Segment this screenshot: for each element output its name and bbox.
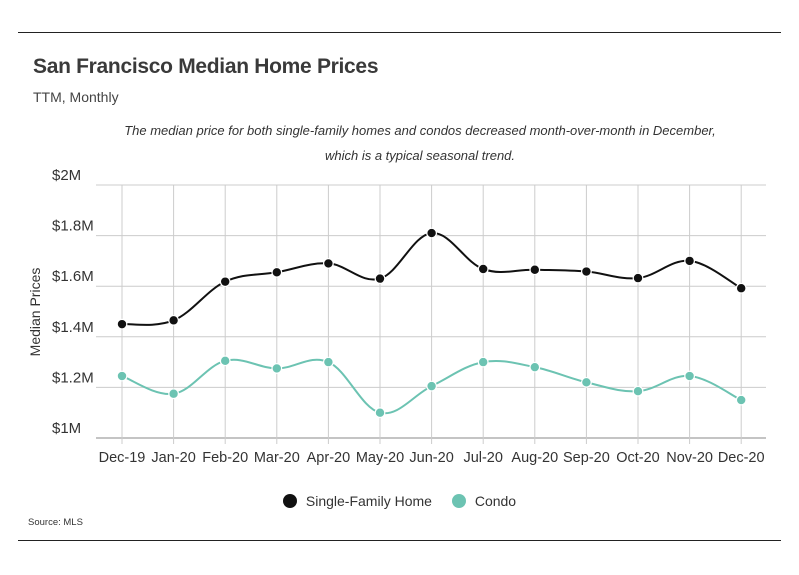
data-point-condo	[219, 355, 231, 367]
data-point-condo	[632, 385, 644, 397]
data-point-condo	[374, 407, 386, 419]
source-note: Source: MLS	[28, 517, 83, 528]
x-tick-label: Jul-20	[463, 450, 503, 466]
x-tick-label: Mar-20	[254, 450, 300, 466]
legend-label-condo: Condo	[474, 493, 517, 509]
data-point-condo	[684, 370, 695, 382]
y-tick-label: $1M	[52, 420, 81, 437]
data-point-single-family	[477, 263, 489, 275]
x-tick-label: Jun-20	[409, 450, 453, 466]
y-tick-label: $1.6M	[52, 268, 94, 285]
axes: $1M $1.2M $1.4M $1.6M $1.8M $2M Dec-19 Jan-20 Fe…	[52, 167, 765, 466]
x-tick-label: Apr-20	[307, 450, 351, 466]
data-point-single-family	[374, 273, 386, 285]
chart-subtitle: TTM, Monthly	[33, 89, 119, 105]
data-point-condo	[116, 370, 128, 382]
x-tick-label: Dec-19	[99, 450, 146, 466]
data-point-single-family	[219, 276, 231, 288]
y-tick-label: $1.8M	[52, 218, 94, 235]
y-axis-label: Median Prices	[27, 268, 43, 357]
y-tick-label: $1.2M	[52, 369, 94, 386]
data-point-single-family	[426, 227, 438, 239]
data-point-single-family	[684, 255, 695, 267]
x-tick-label: Jan-20	[151, 450, 195, 466]
y-tick-label: $1.4M	[52, 319, 94, 336]
data-point-single-family	[116, 318, 128, 330]
data-point-single-family	[735, 282, 747, 294]
legend-label-single-family: Single-Family Home	[305, 493, 432, 509]
legend-marker-condo	[451, 494, 466, 508]
y-tick-label: $2M	[52, 167, 81, 184]
x-tick-label: Sep-20	[563, 450, 610, 466]
data-point-condo	[271, 363, 283, 374]
chart-title: San Francisco Median Home Prices	[33, 55, 379, 78]
data-point-single-family	[323, 258, 334, 269]
chart-annotation: The median price for both single-family …	[120, 118, 720, 168]
annotation-line-2: which is a typical seasonal trend.	[324, 148, 516, 163]
grid-lines	[96, 184, 766, 444]
x-tick-label: Dec-20	[718, 450, 765, 466]
data-point-condo	[529, 361, 541, 373]
data-point-condo	[168, 388, 180, 400]
x-tick-label: Aug-20	[511, 450, 558, 466]
x-tick-label: Oct-20	[616, 450, 660, 466]
data-point-single-family	[271, 266, 283, 278]
annotation-line-1: The median price for both single-family …	[124, 123, 716, 138]
bottom-rule	[18, 540, 781, 541]
x-tick-label: Feb-20	[202, 450, 248, 466]
data-point-single-family	[529, 264, 541, 276]
series-lines	[116, 227, 747, 419]
x-tick-label: May-20	[356, 450, 404, 466]
data-point-single-family	[168, 314, 180, 326]
data-point-condo	[477, 356, 489, 368]
legend-item-single-family: Single-Family Home	[282, 493, 432, 509]
data-point-single-family	[581, 266, 592, 277]
data-point-condo	[426, 380, 438, 392]
legend: Single-Family Home Condo	[0, 493, 799, 511]
legend-marker-single-family	[282, 494, 297, 508]
top-rule	[18, 32, 781, 33]
legend-item-condo: Condo	[451, 493, 517, 509]
data-point-condo	[581, 376, 592, 388]
data-point-condo	[323, 356, 334, 368]
data-point-single-family	[632, 272, 644, 284]
x-tick-label: Nov-20	[666, 450, 713, 466]
data-point-condo	[735, 394, 747, 406]
